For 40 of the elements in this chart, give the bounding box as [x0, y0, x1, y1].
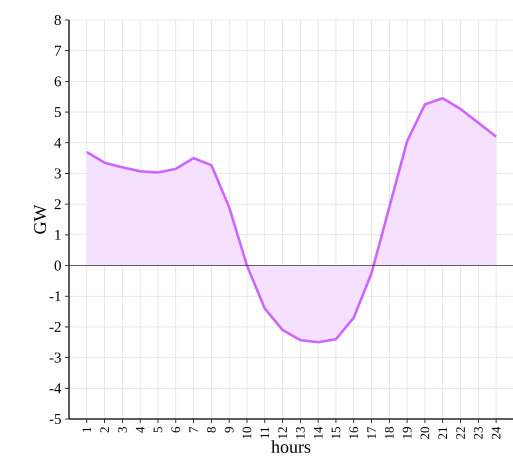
x-tick-label: 10 — [242, 427, 252, 438]
y-tick-label: 1 — [55, 230, 61, 240]
x-tick-label: 22 — [456, 427, 465, 439]
y-tick-label: 0 — [54, 260, 61, 271]
x-tick-label: 13 — [296, 427, 305, 438]
x-tick-label: 23 — [474, 427, 483, 439]
x-tick-label: 11 — [260, 427, 270, 438]
x-tick-label: 3 — [118, 427, 127, 432]
y-tick-label: -4 — [50, 383, 62, 394]
x-tick-label: 12 — [278, 427, 287, 438]
x-tick-label: 16 — [349, 426, 358, 438]
x-tick-label: 21 — [438, 427, 447, 439]
x-tick-label: 15 — [332, 427, 340, 438]
y-tick-label: 4 — [54, 138, 62, 148]
x-tick-label: 5 — [154, 427, 162, 432]
x-tick-label: 19 — [402, 427, 412, 438]
x-tick-label: 1 — [82, 427, 92, 432]
y-tick-label: -5 — [50, 414, 61, 424]
y-tick-label: 6 — [54, 76, 62, 86]
y-tick-label: -3 — [50, 352, 61, 363]
x-tick-label: 8 — [207, 427, 216, 432]
x-tick-label: 4 — [136, 426, 144, 433]
y-axis-title: GW — [34, 204, 46, 234]
x-tick-label: 18 — [384, 427, 394, 438]
x-tick-label: 2 — [100, 427, 109, 432]
x-tick-label: 9 — [224, 427, 234, 433]
y-tick-label: -2 — [50, 322, 61, 332]
x-axis-title: hours — [271, 440, 310, 453]
x-tick-label: 6 — [171, 426, 180, 432]
x-tick-label: 24 — [492, 426, 500, 439]
y-tick-label: 2 — [54, 199, 61, 210]
y-tick-label: 8 — [54, 14, 61, 26]
y-tick-label: 3 — [54, 168, 61, 178]
y-tick-label: 7 — [54, 46, 62, 56]
x-tick-label: 14 — [314, 426, 322, 438]
x-tick-label: 20 — [420, 427, 430, 439]
y-tick-label: 5 — [54, 107, 61, 118]
x-tick-label: 17 — [367, 426, 376, 438]
x-tick-label: 7 — [189, 426, 198, 432]
y-tick-label: -1 — [50, 291, 61, 302]
